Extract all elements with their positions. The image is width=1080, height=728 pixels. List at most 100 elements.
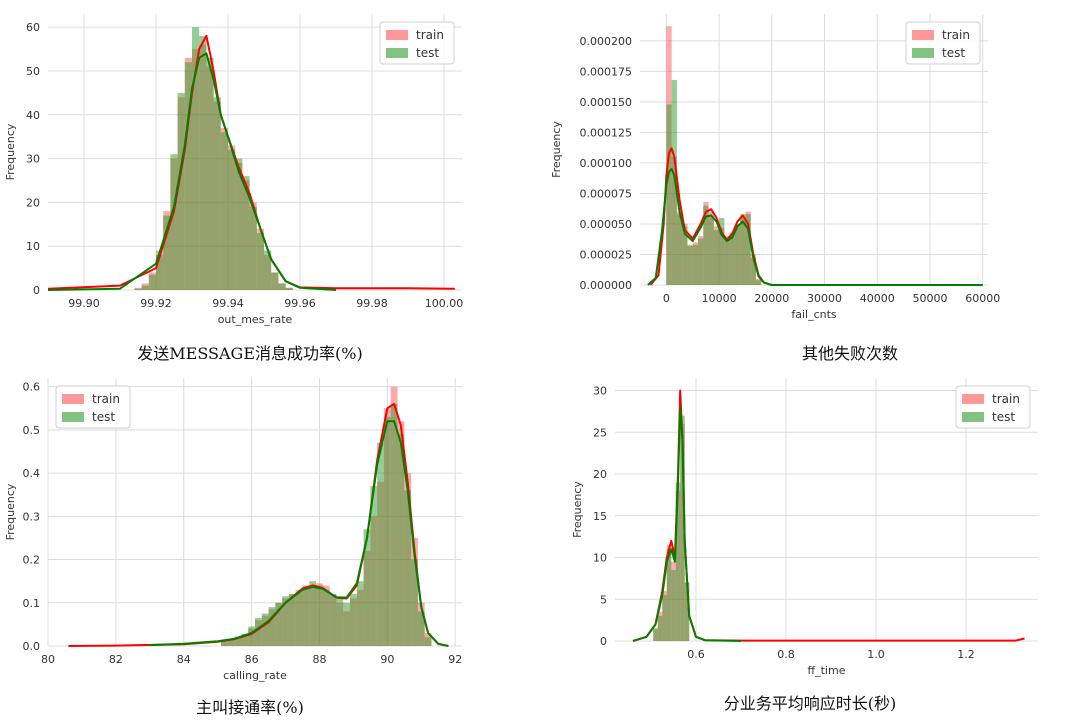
- test-bar: [148, 274, 156, 290]
- y-tick-label: 0.000050: [580, 218, 633, 231]
- x-tick-label: 10000: [702, 292, 737, 305]
- test-bar: [322, 589, 330, 646]
- test-bar: [713, 230, 720, 285]
- test-bar: [750, 258, 756, 285]
- y-tick-label: 0.000125: [580, 126, 633, 139]
- test-bar: [657, 615, 663, 641]
- y-axis-label: Frequency: [4, 123, 17, 180]
- test-bar: [184, 62, 192, 290]
- y-tick-label: 0.000025: [580, 248, 633, 261]
- y-tick-label: 60: [26, 21, 40, 34]
- y-axis-label: Frequency: [4, 483, 17, 540]
- y-tick-label: 10: [593, 552, 607, 565]
- test-bar: [241, 633, 249, 646]
- y-tick-label: 10: [26, 240, 40, 253]
- y-tick-label: 0: [33, 284, 40, 297]
- test-kde-line: [632, 406, 742, 642]
- test-bar: [249, 206, 257, 290]
- test-bar: [666, 549, 672, 641]
- test-bar: [417, 611, 425, 646]
- test-bar: [141, 285, 149, 290]
- test-bar: [336, 598, 344, 646]
- x-tick-label: 60000: [965, 292, 1000, 305]
- legend-label-test: test: [942, 46, 965, 60]
- test-bar: [316, 585, 323, 646]
- x-tick-label: 80: [41, 653, 55, 666]
- test-bar: [282, 596, 289, 646]
- test-bar: [228, 149, 236, 290]
- x-axis-label: calling_rate: [223, 669, 287, 682]
- chart-caption: 发送MESSAGE消息成功率(%): [137, 344, 363, 363]
- x-tick-label: 40000: [860, 292, 895, 305]
- test-bar: [404, 490, 412, 646]
- test-bar: [687, 245, 693, 285]
- test-bar: [288, 594, 296, 646]
- x-tick-label: 100.00: [425, 297, 464, 310]
- x-tick-label: 90: [380, 653, 394, 666]
- x-tick-label: 84: [177, 653, 191, 666]
- x-tick-label: 88: [312, 653, 326, 666]
- x-tick-label: 82: [109, 653, 123, 666]
- test-bar: [302, 587, 310, 646]
- x-tick-label: 86: [245, 653, 259, 666]
- x-tick-label: 20000: [754, 292, 789, 305]
- chart-ff-time: 0.6 0.8 1.0 1.2 0 5 10 15 20 25 30 ff_time Frequency…: [540, 364, 1080, 728]
- chart-caption: 主叫接通率(%): [196, 698, 304, 717]
- y-tick-label: 0.000075: [580, 187, 633, 200]
- y-tick-label: 30: [26, 153, 40, 166]
- chart-out-mes-rate: 99.90 99.92 99.94 99.96 99.98 100.00 0 10 20 30 40…: [0, 0, 540, 364]
- y-tick-label: 0.000175: [580, 65, 633, 78]
- y-tick-label: 20: [593, 468, 607, 481]
- y-tick-label: 40: [26, 109, 40, 122]
- legend-swatch-train: [962, 394, 984, 404]
- test-bar: [684, 582, 690, 641]
- test-bar: [156, 254, 164, 290]
- test-bar: [242, 176, 250, 290]
- test-bar: [370, 486, 378, 646]
- test-bar: [134, 288, 142, 290]
- test-bar: [256, 233, 264, 290]
- test-bar: [309, 581, 317, 646]
- y-tick-label: 0.000150: [580, 96, 633, 109]
- x-tick-label: 1.2: [957, 648, 975, 661]
- y-tick-label: 20: [26, 196, 40, 209]
- test-bar: [248, 626, 255, 646]
- x-tick-label: 0.6: [687, 648, 705, 661]
- legend-swatch-train: [912, 30, 934, 40]
- test-bar: [343, 602, 351, 646]
- x-tick-label: 50000: [913, 292, 948, 305]
- x-tick-label: 99.92: [140, 297, 172, 310]
- chart-fail-cnts: 0 10000 20000 30000 40000 50000 60000 0.000000 0…: [540, 0, 1080, 364]
- chart-ff-time-svg: 0.6 0.8 1.0 1.2 0 5 10 15 20 25 30 ff_time Frequency…: [571, 378, 1038, 677]
- test-bar: [268, 607, 276, 646]
- y-tick-label: 0: [600, 635, 607, 648]
- legend-label-test: test: [416, 46, 439, 60]
- chart-caption: 分业务平均响应时长(秒): [723, 694, 897, 713]
- test-kde-line: [47, 52, 337, 291]
- x-tick-label: 99.94: [212, 297, 244, 310]
- test-bar: [703, 205, 709, 285]
- test-bar: [745, 214, 751, 285]
- y-tick-label: 0.000100: [580, 157, 633, 170]
- test-bar: [653, 628, 658, 641]
- x-tick-label: 99.96: [284, 297, 316, 310]
- test-bar: [163, 215, 171, 290]
- y-tick-label: 0.2: [23, 554, 41, 567]
- test-bar: [227, 638, 235, 646]
- test-bar: [356, 581, 364, 646]
- y-tick-label: 0.6: [23, 381, 41, 394]
- test-bar: [192, 27, 200, 291]
- y-tick-label: 0.3: [23, 510, 41, 523]
- test-bar: [424, 637, 432, 646]
- test-bar: [671, 570, 676, 641]
- test-bar: [350, 594, 357, 646]
- test-bar: [295, 591, 303, 646]
- test-bar: [692, 244, 698, 285]
- test-bar: [671, 79, 677, 286]
- test-bar: [756, 280, 762, 285]
- legend-swatch-test: [386, 48, 408, 58]
- test-bar: [719, 217, 725, 285]
- test-bar: [411, 559, 418, 646]
- test-bar: [285, 287, 293, 290]
- legend-swatch-test: [912, 48, 934, 58]
